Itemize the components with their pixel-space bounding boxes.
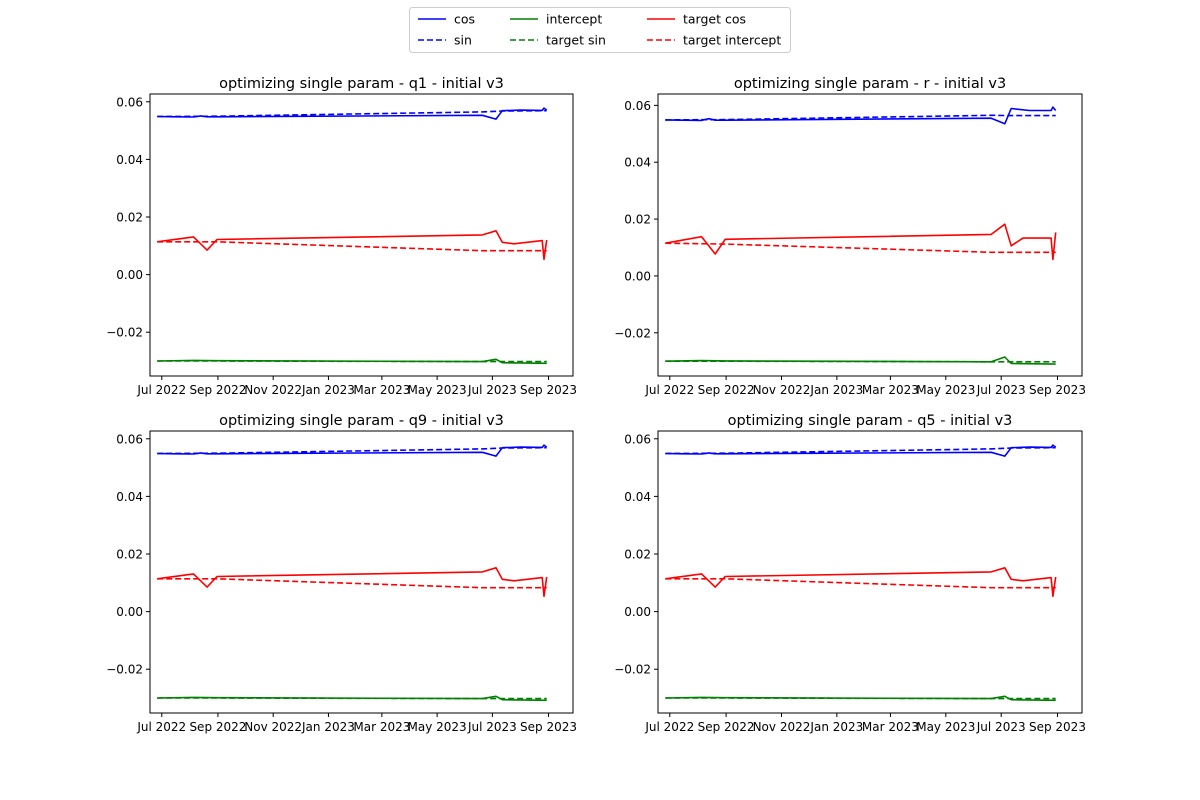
x-tick-label: Mar 2023 (862, 720, 919, 734)
legend-label: intercept (546, 12, 602, 27)
x-tick-label: Jan 2023 (809, 720, 863, 734)
x-tick-label: Jul 2022 (644, 720, 694, 734)
legend: cos sin intercept target sin target cos targe… (409, 7, 791, 53)
axes-frame (657, 430, 1083, 714)
legend-label: target intercept (683, 33, 781, 48)
x-tick-label: Sep 2022 (189, 383, 246, 397)
axes-frame (149, 93, 574, 377)
y-tick-label: 0.06 (116, 432, 143, 446)
y-tick-label: 0.06 (624, 99, 651, 113)
axes-frame (149, 430, 574, 714)
series-line-target-intercept (665, 577, 1056, 589)
y-tick-label: 0.02 (116, 210, 143, 224)
series-group (157, 444, 548, 702)
y-tick-label: 0.00 (624, 605, 651, 619)
x-tick-label: Jul 2022 (136, 720, 186, 734)
x-tick-label: Jan 2023 (301, 720, 355, 734)
x-tick-label: Jul 2023 (976, 720, 1026, 734)
legend-label: cos (454, 12, 475, 27)
x-tick-label: Sep 2023 (520, 720, 577, 734)
x-tick-label: Jul 2022 (136, 383, 186, 397)
subplots: optimizing single param - q1 - initial v… (106, 76, 1086, 734)
series-line-target-intercept (157, 241, 547, 252)
x-tick-label: Jul 2022 (644, 383, 694, 397)
x-tick-label: Jan 2023 (301, 383, 355, 397)
series-group (665, 444, 1057, 702)
y-tick-label: −0.02 (614, 326, 651, 340)
x-tick-label: Nov 2022 (244, 383, 302, 397)
series-line-cos (665, 106, 1057, 125)
series-line-target-sin (665, 360, 1056, 363)
axes-frame (657, 93, 1083, 377)
subplot-3: optimizing single param - q9 - initial v… (106, 413, 577, 734)
x-tick-label: Sep 2022 (189, 720, 246, 734)
series-line-target-cos (157, 566, 548, 598)
y-tick-label: 0.04 (116, 490, 143, 504)
subplot-1: optimizing single param - q1 - initial v… (106, 76, 577, 397)
y-tick-label: −0.02 (614, 663, 651, 677)
y-tick-label: −0.02 (106, 326, 143, 340)
y-tick-label: 0.00 (116, 268, 143, 282)
x-tick-label: Mar 2023 (353, 383, 410, 397)
x-tick-label: Nov 2022 (753, 383, 811, 397)
subplot-4: optimizing single param - q5 - initial v… (614, 413, 1086, 734)
y-tick-label: 0.00 (116, 605, 143, 619)
y-tick-label: 0.04 (624, 490, 651, 504)
y-tick-label: 0.04 (116, 153, 143, 167)
y-tick-label: 0.02 (624, 547, 651, 561)
x-tick-label: Jul 2023 (976, 383, 1026, 397)
x-tick-label: Jul 2023 (467, 720, 517, 734)
x-tick-label: May 2023 (408, 383, 467, 397)
x-tick-label: Sep 2023 (1029, 720, 1086, 734)
series-line-sin (665, 114, 1056, 121)
series-line-target-sin (157, 360, 547, 363)
x-tick-label: Sep 2023 (1029, 383, 1086, 397)
x-tick-label: May 2023 (916, 720, 975, 734)
y-tick-label: 0.06 (116, 95, 143, 109)
series-group (665, 106, 1057, 365)
x-tick-label: Nov 2022 (244, 720, 302, 734)
y-tick-label: 0.02 (624, 213, 651, 227)
series-line-target-intercept (157, 577, 547, 589)
x-tick-label: Jan 2023 (809, 383, 863, 397)
subplot-title: optimizing single param - r - initial v3 (734, 76, 1006, 92)
subplot-title: optimizing single param - q5 - initial v… (728, 413, 1013, 429)
series-line-target-sin (157, 697, 547, 700)
series-group (157, 107, 548, 365)
legend-frame (409, 7, 791, 53)
x-tick-label: Sep 2023 (520, 383, 577, 397)
legend-label: target sin (546, 33, 606, 48)
series-line-target-intercept (665, 242, 1056, 254)
y-tick-label: 0.00 (624, 269, 651, 283)
x-tick-label: Sep 2022 (698, 383, 755, 397)
x-tick-label: Jul 2023 (467, 383, 517, 397)
y-tick-label: 0.04 (624, 156, 651, 170)
series-line-cos (665, 444, 1057, 457)
legend-label: sin (454, 33, 472, 48)
subplot-title: optimizing single param - q1 - initial v… (219, 76, 504, 92)
series-line-target-cos (157, 230, 548, 261)
y-tick-label: 0.06 (624, 432, 651, 446)
series-line-sin (157, 109, 547, 118)
x-tick-label: Nov 2022 (753, 720, 811, 734)
y-tick-label: 0.02 (116, 547, 143, 561)
series-line-target-cos (665, 223, 1057, 261)
series-line-sin (157, 446, 547, 455)
legend-label: target cos (683, 12, 746, 27)
subplot-2: optimizing single param - r - initial v3… (614, 76, 1086, 397)
series-line-target-sin (665, 697, 1056, 700)
x-tick-label: Mar 2023 (353, 720, 410, 734)
x-tick-label: May 2023 (408, 720, 467, 734)
x-tick-label: Mar 2023 (862, 383, 919, 397)
series-line-target-cos (665, 566, 1057, 598)
series-line-sin (665, 446, 1056, 455)
y-tick-label: −0.02 (106, 663, 143, 677)
x-tick-label: May 2023 (916, 383, 975, 397)
subplot-title: optimizing single param - q9 - initial v… (219, 413, 504, 429)
x-tick-label: Sep 2022 (698, 720, 755, 734)
